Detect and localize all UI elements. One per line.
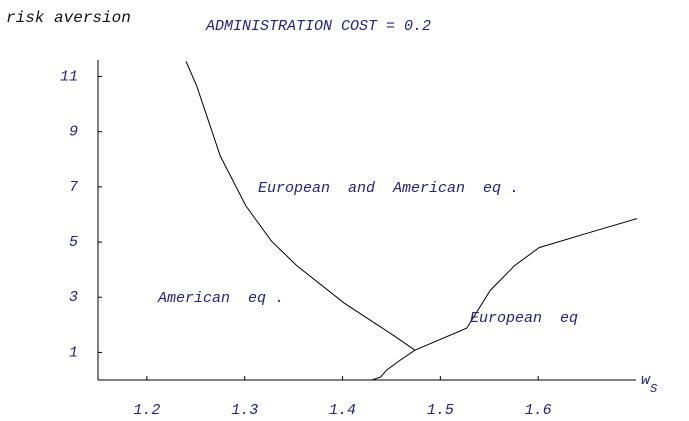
x-tick-label: 1.6: [525, 402, 552, 419]
y-tick-label: 11: [60, 69, 78, 86]
region-label: European and American eq .: [258, 180, 519, 197]
x-tick-label: 1.2: [133, 402, 160, 419]
y-tick-label: 5: [69, 234, 78, 251]
region-label: American eq .: [157, 290, 284, 307]
y-tick-label: 7: [69, 179, 78, 196]
region-label: European eq: [470, 310, 578, 327]
boundary-curve: [371, 218, 638, 381]
y-tick-label: 3: [69, 289, 78, 306]
x-tick-label: 1.4: [329, 402, 356, 419]
x-axis-label-sub: S: [650, 382, 657, 396]
y-axis-label: risk aversion: [6, 9, 131, 27]
y-tick-label: 9: [69, 124, 78, 141]
x-tick-label: 1.5: [427, 402, 454, 419]
boundary-curve: [185, 61, 416, 351]
chart-title: ADMINISTRATION COST = 0.2: [205, 18, 431, 35]
x-axis-label: wS: [641, 372, 657, 396]
x-tick-label: 1.3: [231, 402, 258, 419]
y-tick-label: 1: [69, 344, 78, 361]
x-axis-label-main: w: [641, 372, 651, 389]
